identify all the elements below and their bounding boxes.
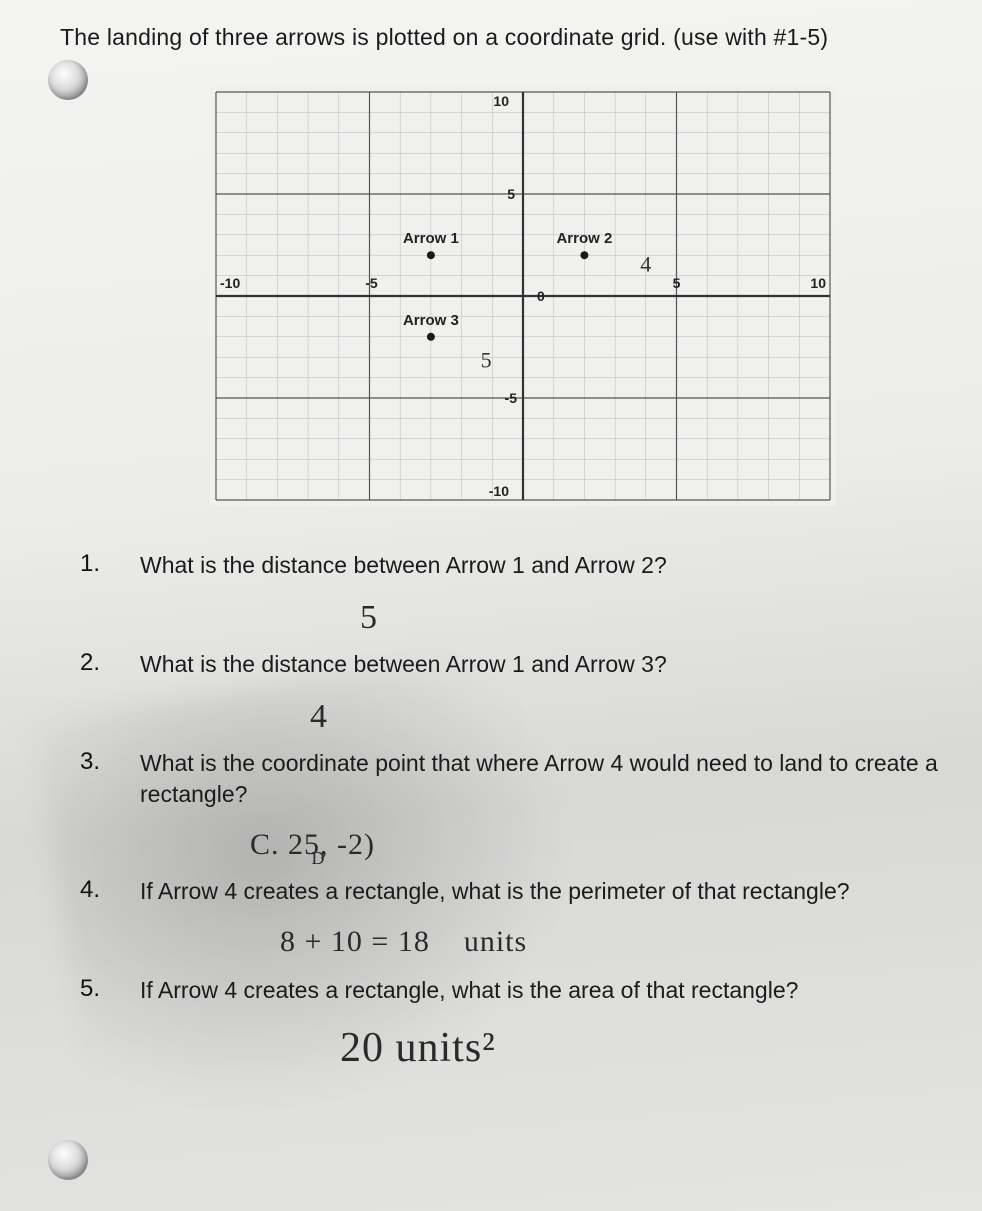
question-text: If Arrow 4 creates a rectangle, what is … — [140, 975, 940, 1006]
answer-3-sub: D — [312, 848, 326, 868]
svg-text:Arrow 2: Arrow 2 — [556, 230, 612, 247]
coordinate-grid: 10 5 0 -5 -10 -10 -5 5 10 Arrow 1 Arrow 2 Arrow 3 4 5 — [210, 86, 836, 506]
page-instruction: The landing of three arrows is plotted o… — [60, 24, 940, 51]
svg-text:-5: -5 — [505, 390, 518, 406]
handwritten-answer-2: 4 — [310, 698, 940, 736]
coordinate-grid-svg: 10 5 0 -5 -10 -10 -5 5 10 Arrow 1 Arrow 2 Arrow 3 4 5 — [210, 86, 836, 506]
binder-hole-top — [48, 60, 88, 100]
handwritten-answer-1: 5 — [360, 599, 940, 637]
question-3: 3. What is the coordinate point that whe… — [80, 748, 940, 810]
question-5: 5. If Arrow 4 creates a rectangle, what … — [80, 975, 940, 1006]
question-number: 2. — [80, 649, 140, 677]
svg-text:-10: -10 — [220, 275, 240, 291]
question-text: What is the distance between Arrow 1 and… — [140, 649, 940, 680]
svg-text:4: 4 — [640, 252, 651, 277]
question-text: What is the distance between Arrow 1 and… — [140, 550, 940, 581]
question-number: 4. — [80, 876, 140, 904]
question-text: If Arrow 4 creates a rectangle, what is … — [140, 876, 940, 907]
svg-text:0: 0 — [537, 288, 545, 304]
question-number: 3. — [80, 748, 140, 776]
handwritten-answer-3: C. 25, -2) D — [250, 828, 940, 862]
svg-text:5: 5 — [673, 275, 681, 291]
question-text: What is the coordinate point that where … — [140, 748, 940, 810]
svg-text:10: 10 — [810, 275, 826, 291]
worksheet-page: The landing of three arrows is plotted o… — [0, 0, 982, 1211]
handwritten-answer-5: 20 units² — [340, 1024, 940, 1072]
question-2: 2. What is the distance between Arrow 1 … — [80, 649, 940, 680]
svg-text:Arrow 3: Arrow 3 — [403, 312, 459, 329]
binder-hole-bottom — [48, 1140, 88, 1180]
svg-text:-5: -5 — [365, 275, 378, 291]
question-1: 1. What is the distance between Arrow 1 … — [80, 550, 940, 581]
handwritten-answer-4: 8 + 10 = 18 units — [280, 925, 940, 959]
svg-text:-10: -10 — [489, 483, 509, 499]
svg-text:5: 5 — [481, 347, 492, 372]
question-4: 4. If Arrow 4 creates a rectangle, what … — [80, 876, 940, 907]
questions-block: 1. What is the distance between Arrow 1 … — [80, 550, 940, 1072]
question-number: 5. — [80, 975, 140, 1003]
svg-text:Arrow 1: Arrow 1 — [403, 230, 459, 247]
svg-text:10: 10 — [493, 93, 509, 109]
svg-text:5: 5 — [507, 186, 515, 202]
question-number: 1. — [80, 550, 140, 578]
